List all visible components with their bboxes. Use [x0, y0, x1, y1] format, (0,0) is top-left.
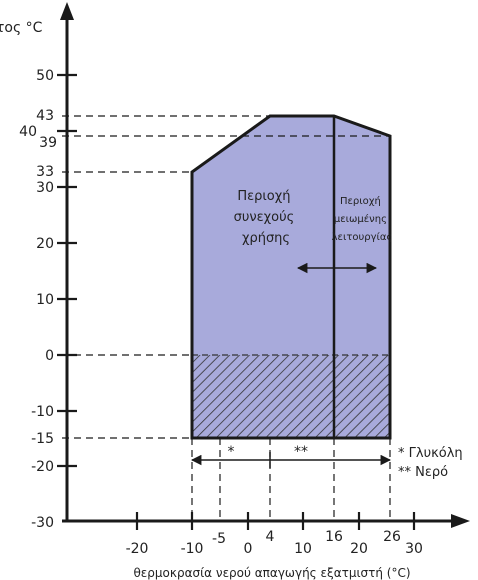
- x-tick-label: -20: [126, 541, 149, 557]
- guide-lines: [62, 115, 391, 521]
- x-axis-arrow: [451, 514, 470, 528]
- region-continuous-line: χρήσης: [242, 231, 290, 246]
- y-tick-label: 40: [19, 124, 37, 140]
- y-tick-label: 30: [36, 180, 54, 196]
- legend-glycol: * Γλυκόλη: [398, 446, 463, 461]
- x-marked-value: 4: [266, 529, 275, 545]
- x-tick-label: 30: [405, 541, 423, 557]
- x-tick-label: 10: [294, 541, 312, 557]
- x-tick-label: 20: [350, 541, 368, 557]
- y-tick-label: 0: [45, 348, 54, 364]
- y-marked-value: 39: [39, 135, 57, 151]
- y-tick-label: 10: [36, 292, 54, 308]
- y-tick-label: -10: [31, 404, 54, 420]
- y-tick-label: 50: [36, 68, 54, 84]
- y-marked-value: 43: [36, 108, 54, 124]
- region-reduced-line: μειωμένης: [334, 213, 387, 225]
- range-water-marker: **: [294, 444, 308, 460]
- hatched-band: [192, 355, 390, 438]
- region-reduced-line: λειτουργίας: [332, 231, 393, 243]
- x-marked-value: -5: [212, 531, 226, 547]
- region-reduced-line: Περιοχή: [340, 195, 381, 207]
- y-marked-value: -15: [31, 431, 54, 447]
- y-axis-arrow: [60, 2, 74, 20]
- range-glycol-marker: *: [228, 444, 235, 460]
- legend-water: ** Νερό: [398, 465, 448, 480]
- y-axis-tick-marks: [57, 73, 77, 468]
- y-marked-value: 33: [36, 164, 54, 180]
- x-tick-label: 0: [244, 541, 253, 557]
- y-tick-label: 20: [36, 236, 54, 252]
- region-continuous-line: συνεχούς: [234, 210, 295, 225]
- x-tick-label: -10: [181, 541, 204, 557]
- x-marked-value: 16: [325, 529, 343, 545]
- y-tick-label: -20: [31, 459, 54, 475]
- region-reduced-label: Περιοχή μειωμένης λειτουργίας: [332, 195, 393, 243]
- x-marked-value: 26: [383, 529, 401, 545]
- y-tick-label: -30: [31, 515, 54, 531]
- region-continuous-line: Περιοχή: [237, 189, 290, 204]
- region-continuous-label: Περιοχή συνεχούς χρήσης: [234, 189, 299, 246]
- y-axis-title: τος °C: [0, 20, 43, 36]
- x-axis-title: θερμοκρασία νερού απαγωγής εξατμιστή (°C…: [133, 566, 410, 580]
- x-axis-tick-marks: [135, 512, 416, 530]
